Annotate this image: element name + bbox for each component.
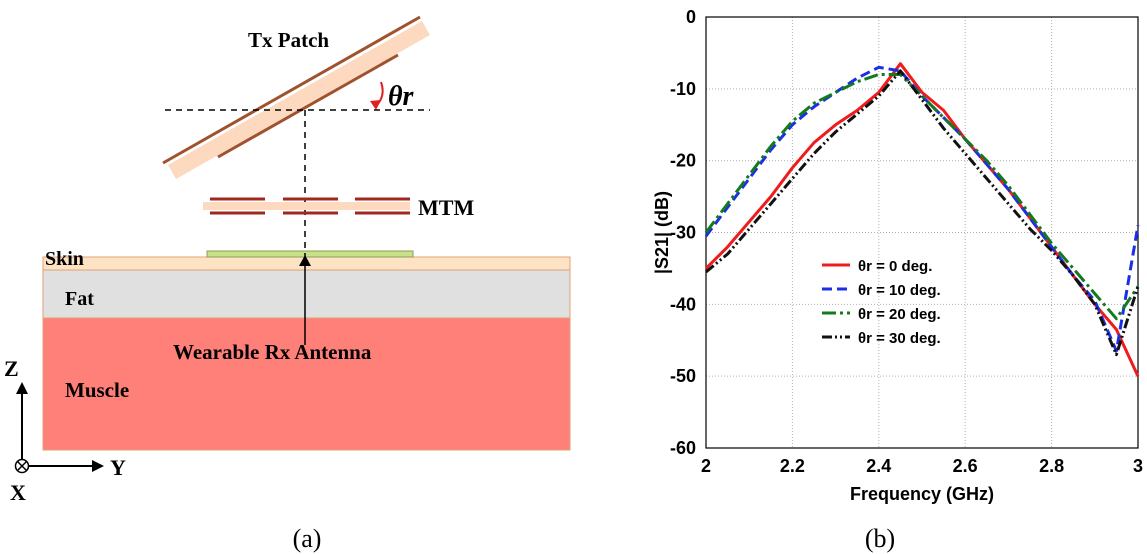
tx-ground	[217, 53, 399, 159]
chart: 0 -10 -20 -30 -40 -50 -602 2.2 2.4 2.6 2.8 3 Frequen…	[652, 7, 1143, 553]
x-tick-label: 2.6	[953, 456, 978, 476]
z-arrow-head	[16, 382, 28, 394]
x-tick-label: 2	[701, 456, 711, 476]
y-tick-label: -40	[670, 294, 696, 314]
fat-label: Fat	[65, 288, 94, 310]
legend-label: θr = 10 deg.	[858, 282, 941, 299]
legend-label: θr = 30 deg.	[858, 330, 941, 347]
caption: (b)	[865, 524, 895, 553]
x-tick-label: 2.4	[866, 456, 891, 476]
x-axis-label: Frequency (GHz)	[850, 484, 994, 504]
fat-layer	[42, 269, 571, 319]
y-tick-label: 0	[686, 7, 696, 27]
x-tick-label: 3	[1133, 456, 1143, 476]
angle-label: θr	[388, 81, 415, 112]
rx-label: Wearable Rx Antenna	[173, 340, 372, 364]
angle-arrow-head	[370, 100, 381, 110]
x-tick-label: 2.8	[1039, 456, 1064, 476]
mtm-label: MTM	[418, 195, 474, 220]
legend-label: θr = 0 deg.	[858, 258, 932, 275]
y-tick-label: -60	[670, 438, 696, 458]
tx-substrate	[168, 21, 430, 179]
series-line	[704, 73, 1140, 321]
mtm-cells	[210, 197, 410, 215]
series-line	[705, 69, 1140, 357]
x-label: X	[10, 480, 26, 505]
y-tick-label: -20	[670, 151, 696, 171]
z-label: Z	[4, 356, 19, 381]
caption: (a)	[293, 524, 322, 553]
tx-label: Tx Patch	[248, 28, 329, 52]
y-tick-label: -50	[670, 366, 696, 386]
rx-arrow-head	[299, 255, 311, 266]
legend-label: θr = 20 deg.	[858, 306, 941, 323]
mtm-substrate	[203, 202, 410, 210]
x-tick-label: 2.2	[780, 456, 805, 476]
rx-antenna	[206, 250, 414, 258]
muscle-layer	[42, 317, 571, 451]
y-label: Y	[110, 455, 126, 480]
skin-label: Skin	[45, 248, 84, 270]
tx-patch	[162, 15, 421, 165]
y-arrow-head	[92, 460, 104, 472]
series-line	[704, 65, 1140, 353]
y-axis-label: |S21| (dB)	[652, 191, 672, 274]
x-axis-cross	[16, 460, 28, 472]
y-tick-label: -10	[670, 79, 696, 99]
y-tick-label: -30	[670, 223, 696, 243]
diagram: Tx Patch θr MTM Skin Fat Wearable Rx Ant…	[4, 15, 571, 553]
muscle-label: Muscle	[65, 378, 129, 402]
